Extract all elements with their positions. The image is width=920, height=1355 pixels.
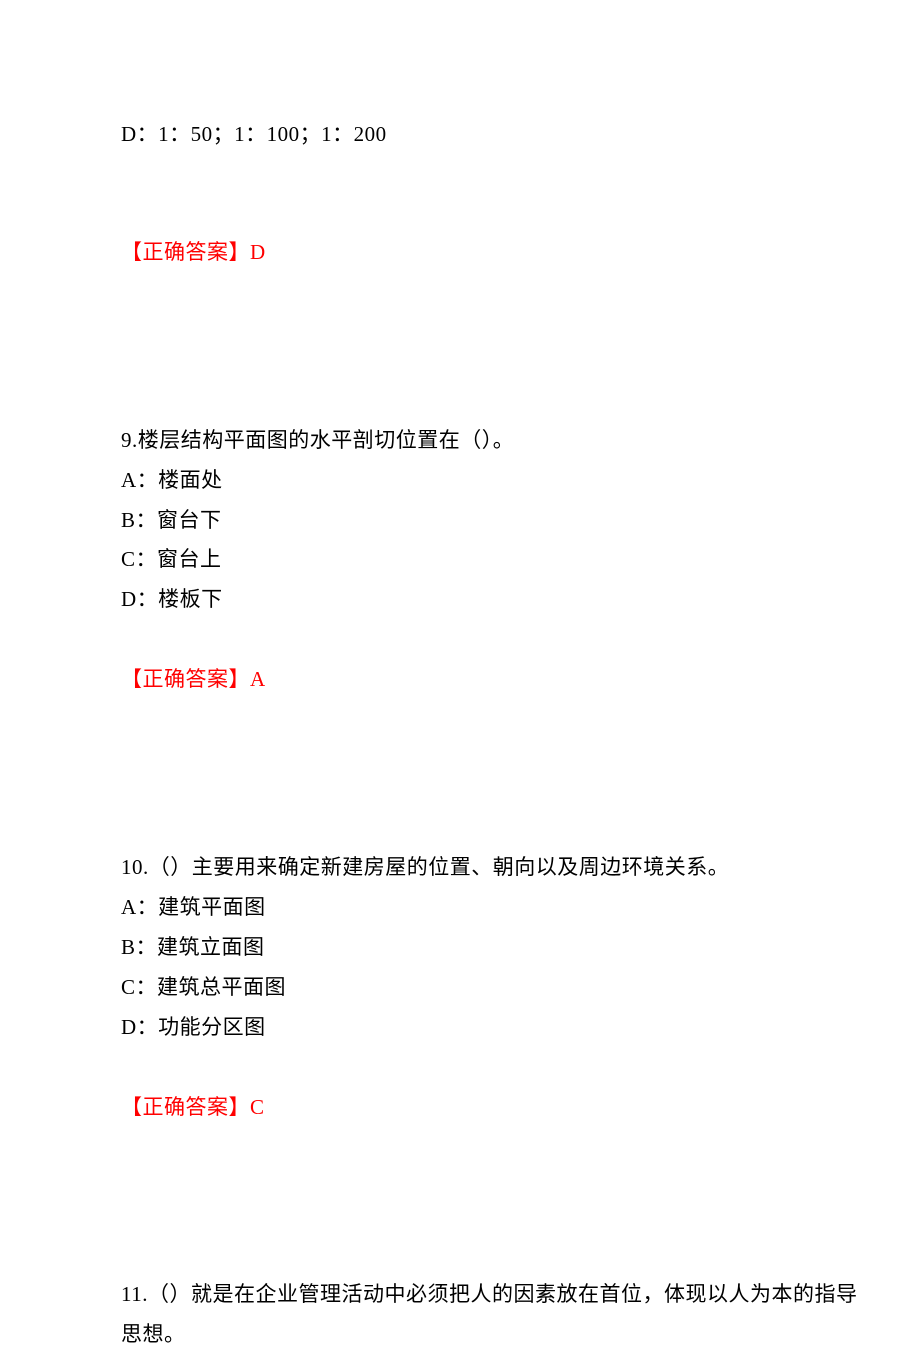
question-stem: 9.楼层结构平面图的水平剖切位置在（）。 — [121, 421, 800, 461]
option-text: A：楼面处 — [121, 461, 800, 501]
spacer — [121, 620, 800, 660]
option-text: A：建筑平面图 — [121, 888, 800, 928]
spacer — [121, 273, 800, 421]
spacer — [121, 1048, 800, 1088]
answer-value: D — [250, 240, 266, 264]
spacer — [121, 155, 800, 233]
question-10: 10.（）主要用来确定新建房屋的位置、朝向以及周边环境关系。 A：建筑平面图 B… — [121, 848, 800, 1127]
option-text: C：建筑总平面图 — [121, 968, 800, 1008]
option-text: C：窗台上 — [121, 540, 800, 580]
option-text: D：1：50；1：100；1：200 — [121, 115, 800, 155]
option-text: B：窗台下 — [121, 501, 800, 541]
option-text: D：功能分区图 — [121, 1008, 800, 1048]
question-stem-line: 思想。 — [121, 1315, 800, 1355]
option-text: D：楼板下 — [121, 580, 800, 620]
option-text: B：建筑立面图 — [121, 928, 800, 968]
answer-label: 【正确答案】 — [121, 240, 250, 264]
answer-line: 【正确答案】A — [121, 660, 800, 700]
question-stem: 10.（）主要用来确定新建房屋的位置、朝向以及周边环境关系。 — [121, 848, 800, 888]
question-11-partial: 11.（）就是在企业管理活动中必须把人的因素放在首位，体现以人为本的指导 思想。 — [121, 1275, 800, 1355]
question-8-partial: D：1：50；1：100；1：200 【正确答案】D — [121, 115, 800, 273]
answer-value: C — [250, 1095, 265, 1119]
answer-label: 【正确答案】 — [121, 667, 250, 691]
answer-label: 【正确答案】 — [121, 1095, 250, 1119]
spacer — [121, 1127, 800, 1275]
answer-line: 【正确答案】D — [121, 233, 800, 273]
document-page: D：1：50；1：100；1：200 【正确答案】D 9.楼层结构平面图的水平剖… — [0, 0, 920, 1355]
spacer — [121, 700, 800, 848]
question-9: 9.楼层结构平面图的水平剖切位置在（）。 A：楼面处 B：窗台下 C：窗台上 D… — [121, 421, 800, 700]
question-stem-line: 11.（）就是在企业管理活动中必须把人的因素放在首位，体现以人为本的指导 — [121, 1275, 800, 1315]
answer-line: 【正确答案】C — [121, 1088, 800, 1128]
answer-value: A — [250, 667, 266, 691]
